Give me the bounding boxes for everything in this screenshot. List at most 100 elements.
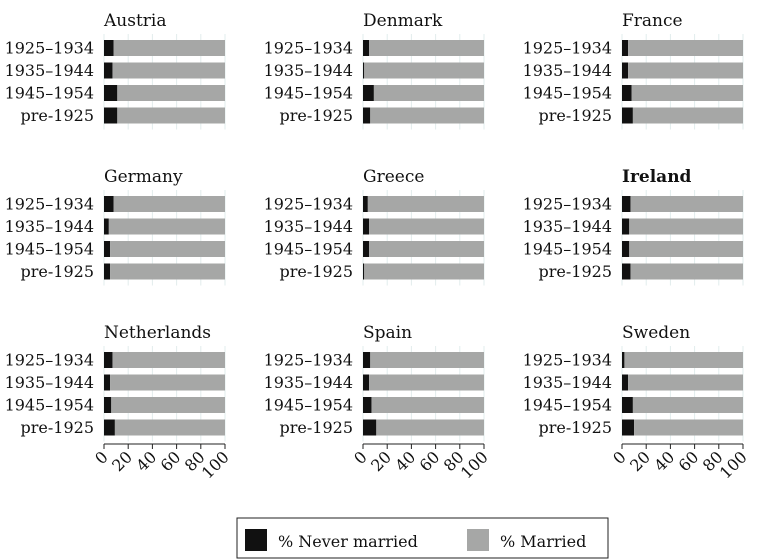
bar-segment-married: [630, 196, 743, 212]
bar-segment-never-married: [104, 218, 109, 235]
category-label: pre-1925: [21, 262, 94, 281]
panel-title: Germany: [104, 167, 183, 187]
bar-segment-married: [630, 263, 743, 280]
panel-ireland: Ireland 1925–1934 1935–1944 1945–1954 pre-19…: [523, 167, 744, 286]
bar-segment-never-married: [363, 397, 372, 413]
bar-segment-married: [108, 218, 225, 235]
bar-segment-never-married: [363, 241, 370, 257]
bar-segment-never-married: [104, 352, 113, 368]
legend-label-never-married: % Never married: [278, 532, 418, 551]
bar-segment-married: [371, 397, 484, 413]
bar-segment-married: [110, 263, 225, 280]
bar-segment-married: [112, 352, 225, 368]
bar-segment-never-married: [622, 62, 629, 79]
category-label: pre-1925: [21, 106, 94, 125]
bar-segment-never-married: [104, 85, 118, 101]
category-label: 1925–1934: [523, 195, 612, 214]
legend-frame: [236, 517, 609, 559]
bar-segment-married: [369, 374, 484, 391]
panel-denmark: Denmark 1925–1934 1935–1944 1945–1954 pre-19…: [264, 11, 485, 130]
category-label: pre-1925: [539, 262, 612, 281]
category-label: 1935–1944: [264, 217, 353, 236]
panel-title: Netherlands: [104, 323, 211, 343]
bar-segment-married: [369, 40, 484, 56]
chart-panels: Austria 1925–1934 1935–1944 1945–1954 pre-19…: [5, 11, 744, 442]
bar-segment-married: [631, 85, 743, 101]
category-label: pre-1925: [280, 106, 353, 125]
bar-segment-never-married: [622, 352, 625, 368]
panel-greece: Greece 1925–1934 1935–1944 1945–1954 pre-192…: [264, 167, 485, 286]
bar-segment-never-married: [104, 196, 114, 212]
bar-segment-never-married: [363, 62, 365, 79]
x-tick-label: 0: [91, 447, 112, 468]
panel-spain: Spain 1925–1934 1935–1944 1945–1954 pre-1925: [264, 323, 485, 442]
panel-title: Austria: [103, 11, 166, 31]
bar-segment-married: [113, 196, 225, 212]
bar-segment-married: [111, 397, 225, 413]
bar-segment-never-married: [363, 40, 370, 56]
bar-segment-never-married: [104, 419, 115, 436]
bar-segment-married: [632, 107, 743, 124]
bar-segment-never-married: [622, 218, 630, 235]
panel-title: Denmark: [363, 11, 443, 31]
category-label: 1935–1944: [5, 217, 94, 236]
panel-austria: Austria 1925–1934 1935–1944 1945–1954 pre-19…: [5, 11, 226, 130]
bar-segment-never-married: [363, 352, 371, 368]
category-label: 1945–1954: [523, 240, 612, 259]
legend-swatch-never-married: [245, 529, 267, 551]
panel-title: Greece: [363, 167, 424, 187]
x-tick-label: 0: [350, 447, 371, 468]
bar-segment-never-married: [363, 85, 374, 101]
category-label: 1925–1934: [5, 39, 94, 58]
panel-sweden: Sweden 1925–1934 1935–1944 1945–1954 pre-192…: [523, 323, 744, 442]
bar-segment-never-married: [363, 218, 370, 235]
bar-segment-married: [364, 62, 484, 79]
category-label: 1935–1944: [264, 373, 353, 392]
category-label: 1945–1954: [5, 240, 94, 259]
bar-segment-married: [634, 419, 743, 436]
bar-segment-never-married: [622, 241, 630, 257]
bar-segment-married: [628, 62, 743, 79]
panel-title: Sweden: [622, 323, 690, 343]
category-label: 1935–1944: [264, 61, 353, 80]
bar-segment-married: [364, 263, 484, 280]
bar-segment-never-married: [622, 40, 629, 56]
bar-segment-married: [110, 241, 225, 257]
x-tick-label: 100: [716, 447, 751, 482]
bar-segment-married: [113, 40, 225, 56]
legend: % Never married % Married: [236, 517, 609, 559]
bar-segment-married: [370, 107, 484, 124]
category-label: 1945–1954: [264, 84, 353, 103]
bar-segment-married: [629, 241, 743, 257]
bar-segment-never-married: [622, 196, 631, 212]
panel-title: Ireland: [622, 167, 692, 187]
bar-segment-never-married: [104, 374, 111, 391]
bar-segment-married: [117, 107, 225, 124]
bar-segment-married: [369, 241, 484, 257]
bar-segment-married: [112, 62, 225, 79]
bar-segment-married: [629, 218, 743, 235]
category-label: 1925–1934: [264, 195, 353, 214]
category-label: 1945–1954: [523, 84, 612, 103]
category-label: pre-1925: [539, 418, 612, 437]
category-label: 1935–1944: [5, 61, 94, 80]
bar-segment-never-married: [622, 374, 629, 391]
category-label: 1935–1944: [523, 217, 612, 236]
bar-segment-never-married: [622, 419, 635, 436]
bar-segment-never-married: [622, 263, 631, 280]
category-label: 1925–1934: [264, 39, 353, 58]
category-label: 1945–1954: [523, 396, 612, 415]
bar-segment-never-married: [363, 374, 370, 391]
bar-segment-never-married: [622, 107, 633, 124]
bar-segment-never-married: [363, 419, 377, 436]
panel-germany: Germany 1925–1934 1935–1944 1945–1954 pre-19…: [5, 167, 226, 286]
bar-segment-married: [628, 40, 743, 56]
category-label: pre-1925: [280, 418, 353, 437]
bar-segment-never-married: [622, 85, 632, 101]
bar-segment-married: [114, 419, 225, 436]
bar-segment-married: [370, 352, 484, 368]
category-label: pre-1925: [539, 106, 612, 125]
bar-segment-never-married: [622, 397, 633, 413]
